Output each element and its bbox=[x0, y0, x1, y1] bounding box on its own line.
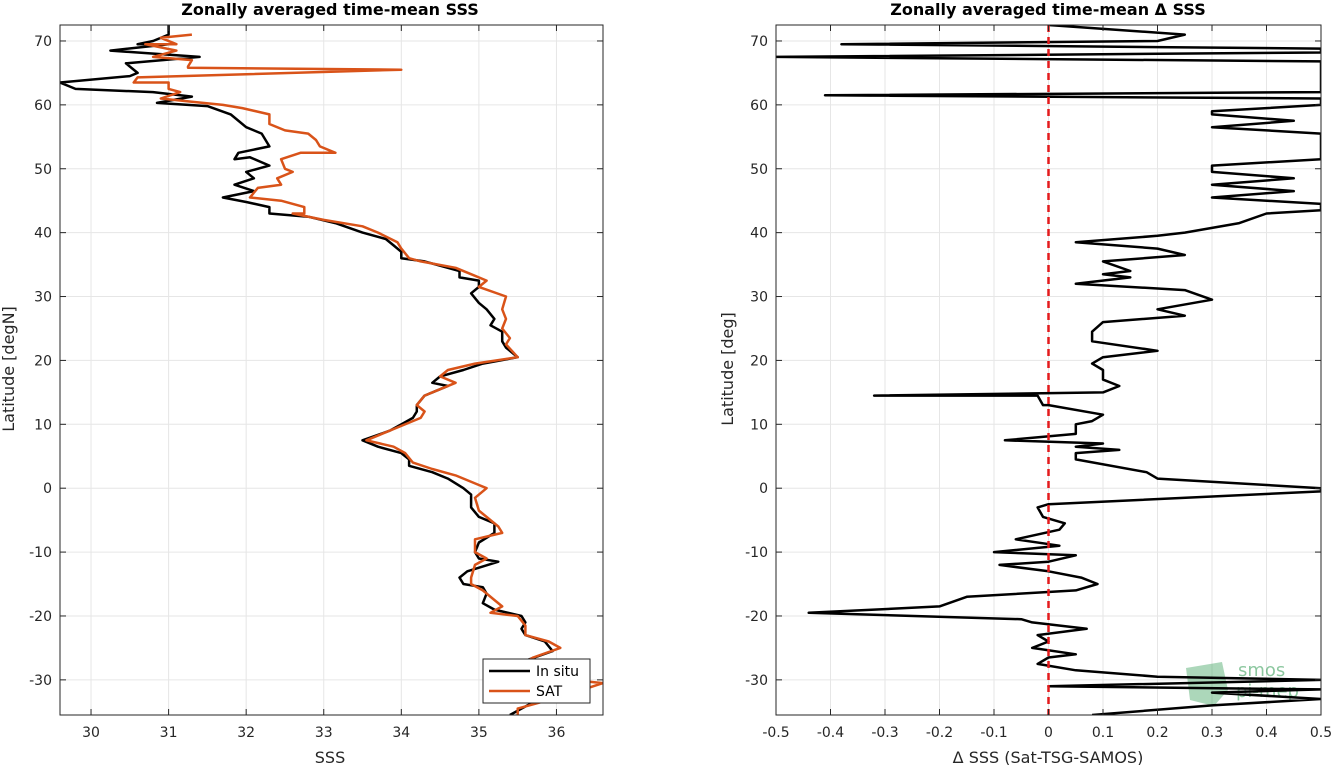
delta-sss-y-tick-label: 60 bbox=[750, 98, 768, 114]
smos-logo-icon bbox=[1186, 662, 1228, 706]
delta-sss-y-tick-label: -10 bbox=[745, 545, 768, 561]
sss-y-tick-label: 60 bbox=[34, 98, 52, 114]
sss-legend: In situ SAT bbox=[482, 658, 591, 704]
delta-sss-x-tick-label: 0.4 bbox=[1255, 725, 1277, 741]
sss-y-tick-label: 50 bbox=[34, 162, 52, 178]
sss-y-tick-label: 10 bbox=[34, 417, 52, 433]
sss-y-tick-label: 30 bbox=[34, 290, 52, 306]
sss-sat-line bbox=[132, 33, 603, 715]
sss-y-tick-label: 20 bbox=[34, 353, 52, 369]
delta-sss-x-tick-label: -0.2 bbox=[926, 725, 953, 741]
sss-panel: 30 31 32 33 34 35 36 -30 -20 -10 0 10 20 30 40 50 60 70 Z… bbox=[0, 0, 604, 765]
sss-x-tick-label: 36 bbox=[548, 725, 566, 741]
delta-sss-ticks: -0.5 -0.4 -0.3 -0.2 -0.1 0 0.1 0.2 0.3 0.4 0.5 -30 -… bbox=[745, 25, 1332, 741]
sss-x-tick-label: 34 bbox=[392, 725, 410, 741]
legend-box bbox=[482, 658, 591, 704]
legend-sat-label: SAT bbox=[536, 684, 563, 700]
delta-sss-panel: smos pi-mep -0.5 -0.4 -0.3 -0.2 -0.1 0 0.1 0.2 0… bbox=[718, 0, 1332, 765]
sss-y-tick-label: -20 bbox=[29, 609, 52, 625]
sss-y-tick-label: 70 bbox=[34, 34, 52, 50]
delta-sss-x-tick-label: -0.3 bbox=[871, 725, 898, 741]
watermark-line1: smos bbox=[1238, 660, 1285, 681]
sss-y-axis-label: Latitude [degN] bbox=[0, 306, 18, 432]
delta-sss-x-tick-label: 0.2 bbox=[1146, 725, 1168, 741]
sss-x-tick-label: 33 bbox=[315, 725, 333, 741]
delta-sss-y-tick-label: 70 bbox=[750, 34, 768, 50]
sss-y-tick-label: -30 bbox=[29, 673, 52, 689]
sss-x-axis-label: SSS bbox=[315, 748, 345, 765]
sss-y-tick-label: -10 bbox=[29, 545, 52, 561]
delta-sss-series-1-line bbox=[776, 25, 1321, 715]
delta-sss-y-tick-label: 0 bbox=[759, 481, 768, 497]
sss-x-tick-label: 35 bbox=[470, 725, 488, 741]
delta-sss-x-tick-label: 0.5 bbox=[1310, 725, 1332, 741]
delta-sss-y-tick-label: 40 bbox=[750, 226, 768, 242]
delta-sss-y-tick-label: 50 bbox=[750, 162, 768, 178]
sss-chart-title: Zonally averaged time-mean SSS bbox=[181, 0, 479, 19]
sss-plot-area bbox=[60, 25, 603, 715]
sss-lines bbox=[60, 25, 603, 715]
delta-sss-x-tick-label: 0.3 bbox=[1201, 725, 1223, 741]
delta-sss-lines bbox=[776, 25, 1321, 715]
sss-axes-box bbox=[59, 24, 604, 716]
delta-sss-y-tick-label: 10 bbox=[750, 417, 768, 433]
legend-in-situ-label: In situ bbox=[536, 664, 579, 680]
delta-sss-x-tick-label: -0.5 bbox=[762, 725, 789, 741]
delta-sss-chart-title: Zonally averaged time-mean Δ SSS bbox=[890, 0, 1206, 19]
sss-y-tick-label: 40 bbox=[34, 226, 52, 242]
delta-sss-x-tick-label: 0 bbox=[1044, 725, 1053, 741]
sss-x-tick-label: 30 bbox=[82, 725, 100, 741]
sss-in-situ-line bbox=[60, 25, 581, 715]
sss-grid bbox=[60, 25, 603, 715]
sss-x-tick-label: 32 bbox=[237, 725, 255, 741]
sss-ticks: 30 31 32 33 34 35 36 -30 -20 -10 0 10 20 30 40 50 60 70 bbox=[29, 25, 603, 741]
delta-sss-x-axis-label: Δ SSS (Sat-TSG-SAMOS) bbox=[953, 748, 1144, 765]
delta-sss-x-tick-label: -0.1 bbox=[980, 725, 1007, 741]
sss-x-tick-label: 31 bbox=[160, 725, 178, 741]
delta-sss-y-tick-label: -20 bbox=[745, 609, 768, 625]
delta-sss-y-axis-label: Latitude [deg] bbox=[718, 312, 737, 426]
sss-y-tick-label: 0 bbox=[43, 481, 52, 497]
delta-sss-y-tick-label: 30 bbox=[750, 290, 768, 306]
delta-sss-y-tick-label: -30 bbox=[745, 673, 768, 689]
delta-sss-x-tick-label: -0.4 bbox=[817, 725, 844, 741]
delta-sss-y-tick-label: 20 bbox=[750, 353, 768, 369]
delta-sss-x-tick-label: 0.1 bbox=[1092, 725, 1114, 741]
